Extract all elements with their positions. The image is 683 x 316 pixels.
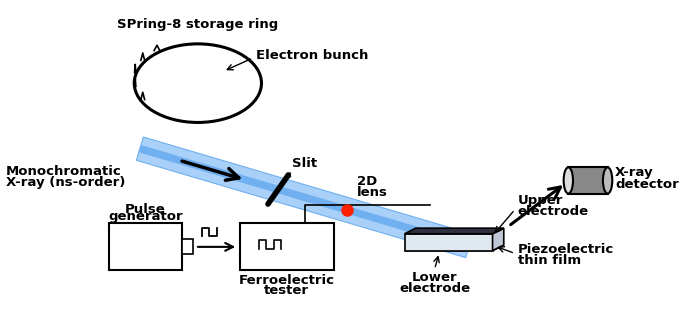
Text: Slit: Slit <box>292 157 318 170</box>
Text: Monochromatic: Monochromatic <box>6 165 122 178</box>
Polygon shape <box>492 228 504 251</box>
Polygon shape <box>404 234 492 251</box>
Text: Electron bunch: Electron bunch <box>256 49 368 62</box>
Polygon shape <box>139 145 470 250</box>
Text: tester: tester <box>264 284 309 297</box>
Text: Piezoelectric: Piezoelectric <box>518 243 614 256</box>
Text: Pulse: Pulse <box>125 203 166 216</box>
Text: electrode: electrode <box>518 205 589 218</box>
Polygon shape <box>404 228 504 234</box>
Text: lens: lens <box>357 186 387 199</box>
Text: generator: generator <box>108 210 183 222</box>
Text: X-ray (ns-order): X-ray (ns-order) <box>6 176 126 189</box>
Text: detector: detector <box>615 178 679 191</box>
Bar <box>109 223 182 270</box>
Text: thin film: thin film <box>518 254 581 267</box>
Bar <box>568 167 608 194</box>
Bar <box>182 240 193 254</box>
Polygon shape <box>404 245 504 251</box>
Ellipse shape <box>563 167 573 194</box>
Ellipse shape <box>603 167 612 194</box>
Text: 2D: 2D <box>357 175 377 188</box>
Text: Ferroelectric: Ferroelectric <box>239 274 335 287</box>
Bar <box>240 223 333 270</box>
Text: Upper: Upper <box>518 194 563 207</box>
Text: X-ray: X-ray <box>615 167 654 179</box>
Polygon shape <box>137 137 473 258</box>
Text: SPring-8 storage ring: SPring-8 storage ring <box>117 18 279 31</box>
Text: electrode: electrode <box>399 283 470 295</box>
Text: Lower: Lower <box>412 271 458 284</box>
